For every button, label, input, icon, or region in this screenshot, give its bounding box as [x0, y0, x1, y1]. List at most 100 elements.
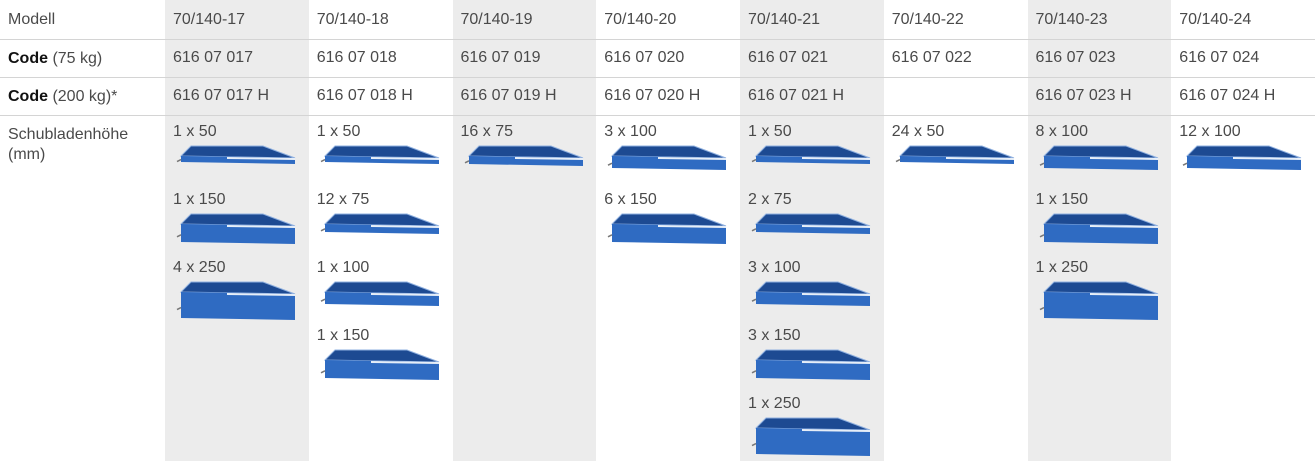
row-label: Modell — [8, 10, 55, 30]
row-label: Code (75 kg) — [8, 49, 102, 69]
drawer-part — [227, 225, 295, 228]
code-75: 616 07 018 — [316, 49, 397, 66]
drawer-label: 16 x 75 — [460, 123, 513, 140]
drawer-icon — [751, 417, 871, 456]
drawer-part — [1233, 157, 1302, 160]
drawer-part — [802, 225, 870, 228]
drawer-part — [1089, 293, 1158, 296]
drawer-icon — [607, 213, 727, 244]
drawer-label: 1 x 50 — [748, 123, 792, 140]
drawer-part — [176, 158, 182, 163]
drawer-icon — [895, 145, 1014, 164]
drawer-part — [754, 281, 871, 295]
drawer-part — [607, 162, 613, 166]
drawer-part — [1043, 292, 1158, 320]
drawer-part — [895, 158, 901, 163]
model-name: 70/140-22 — [891, 11, 964, 28]
drawer-part — [802, 429, 870, 432]
drawer-part — [751, 370, 757, 374]
drawer-label: 24 x 50 — [891, 123, 945, 140]
code-75: 616 07 022 — [891, 49, 972, 66]
drawer-part — [1039, 234, 1044, 238]
drawer-part — [1186, 145, 1302, 159]
drawer-label: 12 x 100 — [1179, 123, 1241, 140]
drawer-part — [754, 417, 871, 431]
drawer-part — [320, 298, 326, 302]
drawer-part — [1042, 281, 1158, 295]
drawer-part — [370, 293, 439, 296]
model-name: 70/140-24 — [1179, 11, 1252, 28]
drawer-part — [1043, 224, 1158, 244]
drawer-part — [179, 213, 296, 227]
drawer-label: 6 x 150 — [604, 191, 657, 208]
drawer-part — [802, 157, 870, 160]
drawer-part — [370, 225, 439, 228]
code-200: 616 07 018 H — [316, 87, 413, 104]
drawer-part — [1039, 162, 1044, 166]
row-rule — [0, 39, 1315, 40]
model-name: 70/140-23 — [1035, 11, 1108, 28]
drawer-icon — [1039, 145, 1158, 170]
drawer-part — [176, 234, 182, 238]
drawer-label: 2 x 75 — [748, 191, 792, 208]
drawer-part — [227, 157, 295, 160]
drawer-part — [751, 298, 757, 302]
drawer-icon — [320, 281, 439, 306]
column-shade — [452, 0, 597, 461]
drawer-part — [323, 281, 439, 295]
drawer-icon — [464, 145, 583, 166]
drawer-icon — [320, 213, 439, 234]
drawer-icon — [1182, 145, 1302, 170]
code-200: 616 07 017 H — [173, 87, 270, 104]
drawer-icon — [751, 281, 871, 306]
drawer-part — [1089, 157, 1158, 160]
drawer-part — [658, 157, 727, 160]
drawer-part — [756, 360, 870, 380]
drawer-part — [612, 224, 727, 244]
drawer-part — [320, 370, 326, 374]
drawer-label: 1 x 250 — [1035, 259, 1088, 276]
row-label-text: (200 kg)* — [52, 88, 118, 105]
drawer-part — [227, 293, 295, 296]
drawer-part — [611, 213, 727, 227]
drawer-label: 3 x 100 — [748, 259, 801, 276]
drawer-part — [802, 361, 870, 364]
code-200: 616 07 021 H — [748, 87, 845, 104]
row-rule — [0, 115, 1315, 116]
drawer-icon — [607, 145, 727, 170]
model-name: 70/140-21 — [748, 11, 821, 28]
drawer-label: 1 x 150 — [1035, 191, 1088, 208]
drawer-part — [1039, 306, 1044, 311]
code-75: 616 07 023 — [1035, 49, 1116, 66]
drawer-part — [802, 293, 870, 296]
drawer-icon — [176, 145, 296, 164]
drawer-icon — [176, 281, 296, 320]
drawer-part — [611, 145, 727, 159]
drawer-part — [751, 442, 757, 447]
row-label-text: Schubladenhöhe (mm) — [8, 126, 129, 163]
drawer-part — [464, 160, 469, 164]
drawer-part — [179, 281, 296, 295]
code-75: 616 07 021 — [748, 49, 829, 66]
code-200: 616 07 020 H — [604, 87, 701, 104]
row-label: Schubladenhöhe (mm) — [8, 125, 158, 165]
drawer-icon — [751, 213, 871, 234]
drawer-label: 1 x 100 — [316, 259, 370, 276]
drawer-part — [324, 360, 439, 380]
drawer-part — [754, 213, 871, 227]
drawer-part — [1042, 213, 1158, 227]
drawer-part — [181, 224, 295, 244]
code-200: 616 07 023 H — [1035, 87, 1132, 104]
drawer-icon — [1039, 213, 1158, 244]
drawer-icon — [751, 349, 871, 380]
drawer-label: 1 x 150 — [316, 327, 370, 344]
row-rule — [0, 77, 1315, 78]
code-75: 616 07 019 — [460, 49, 541, 66]
code-200: 616 07 024 H — [1179, 87, 1276, 104]
drawer-icon — [320, 349, 439, 380]
drawer-label: 4 x 250 — [173, 259, 226, 276]
drawer-label: 3 x 100 — [604, 123, 657, 140]
drawer-part — [945, 157, 1014, 160]
drawer-part — [370, 361, 439, 364]
